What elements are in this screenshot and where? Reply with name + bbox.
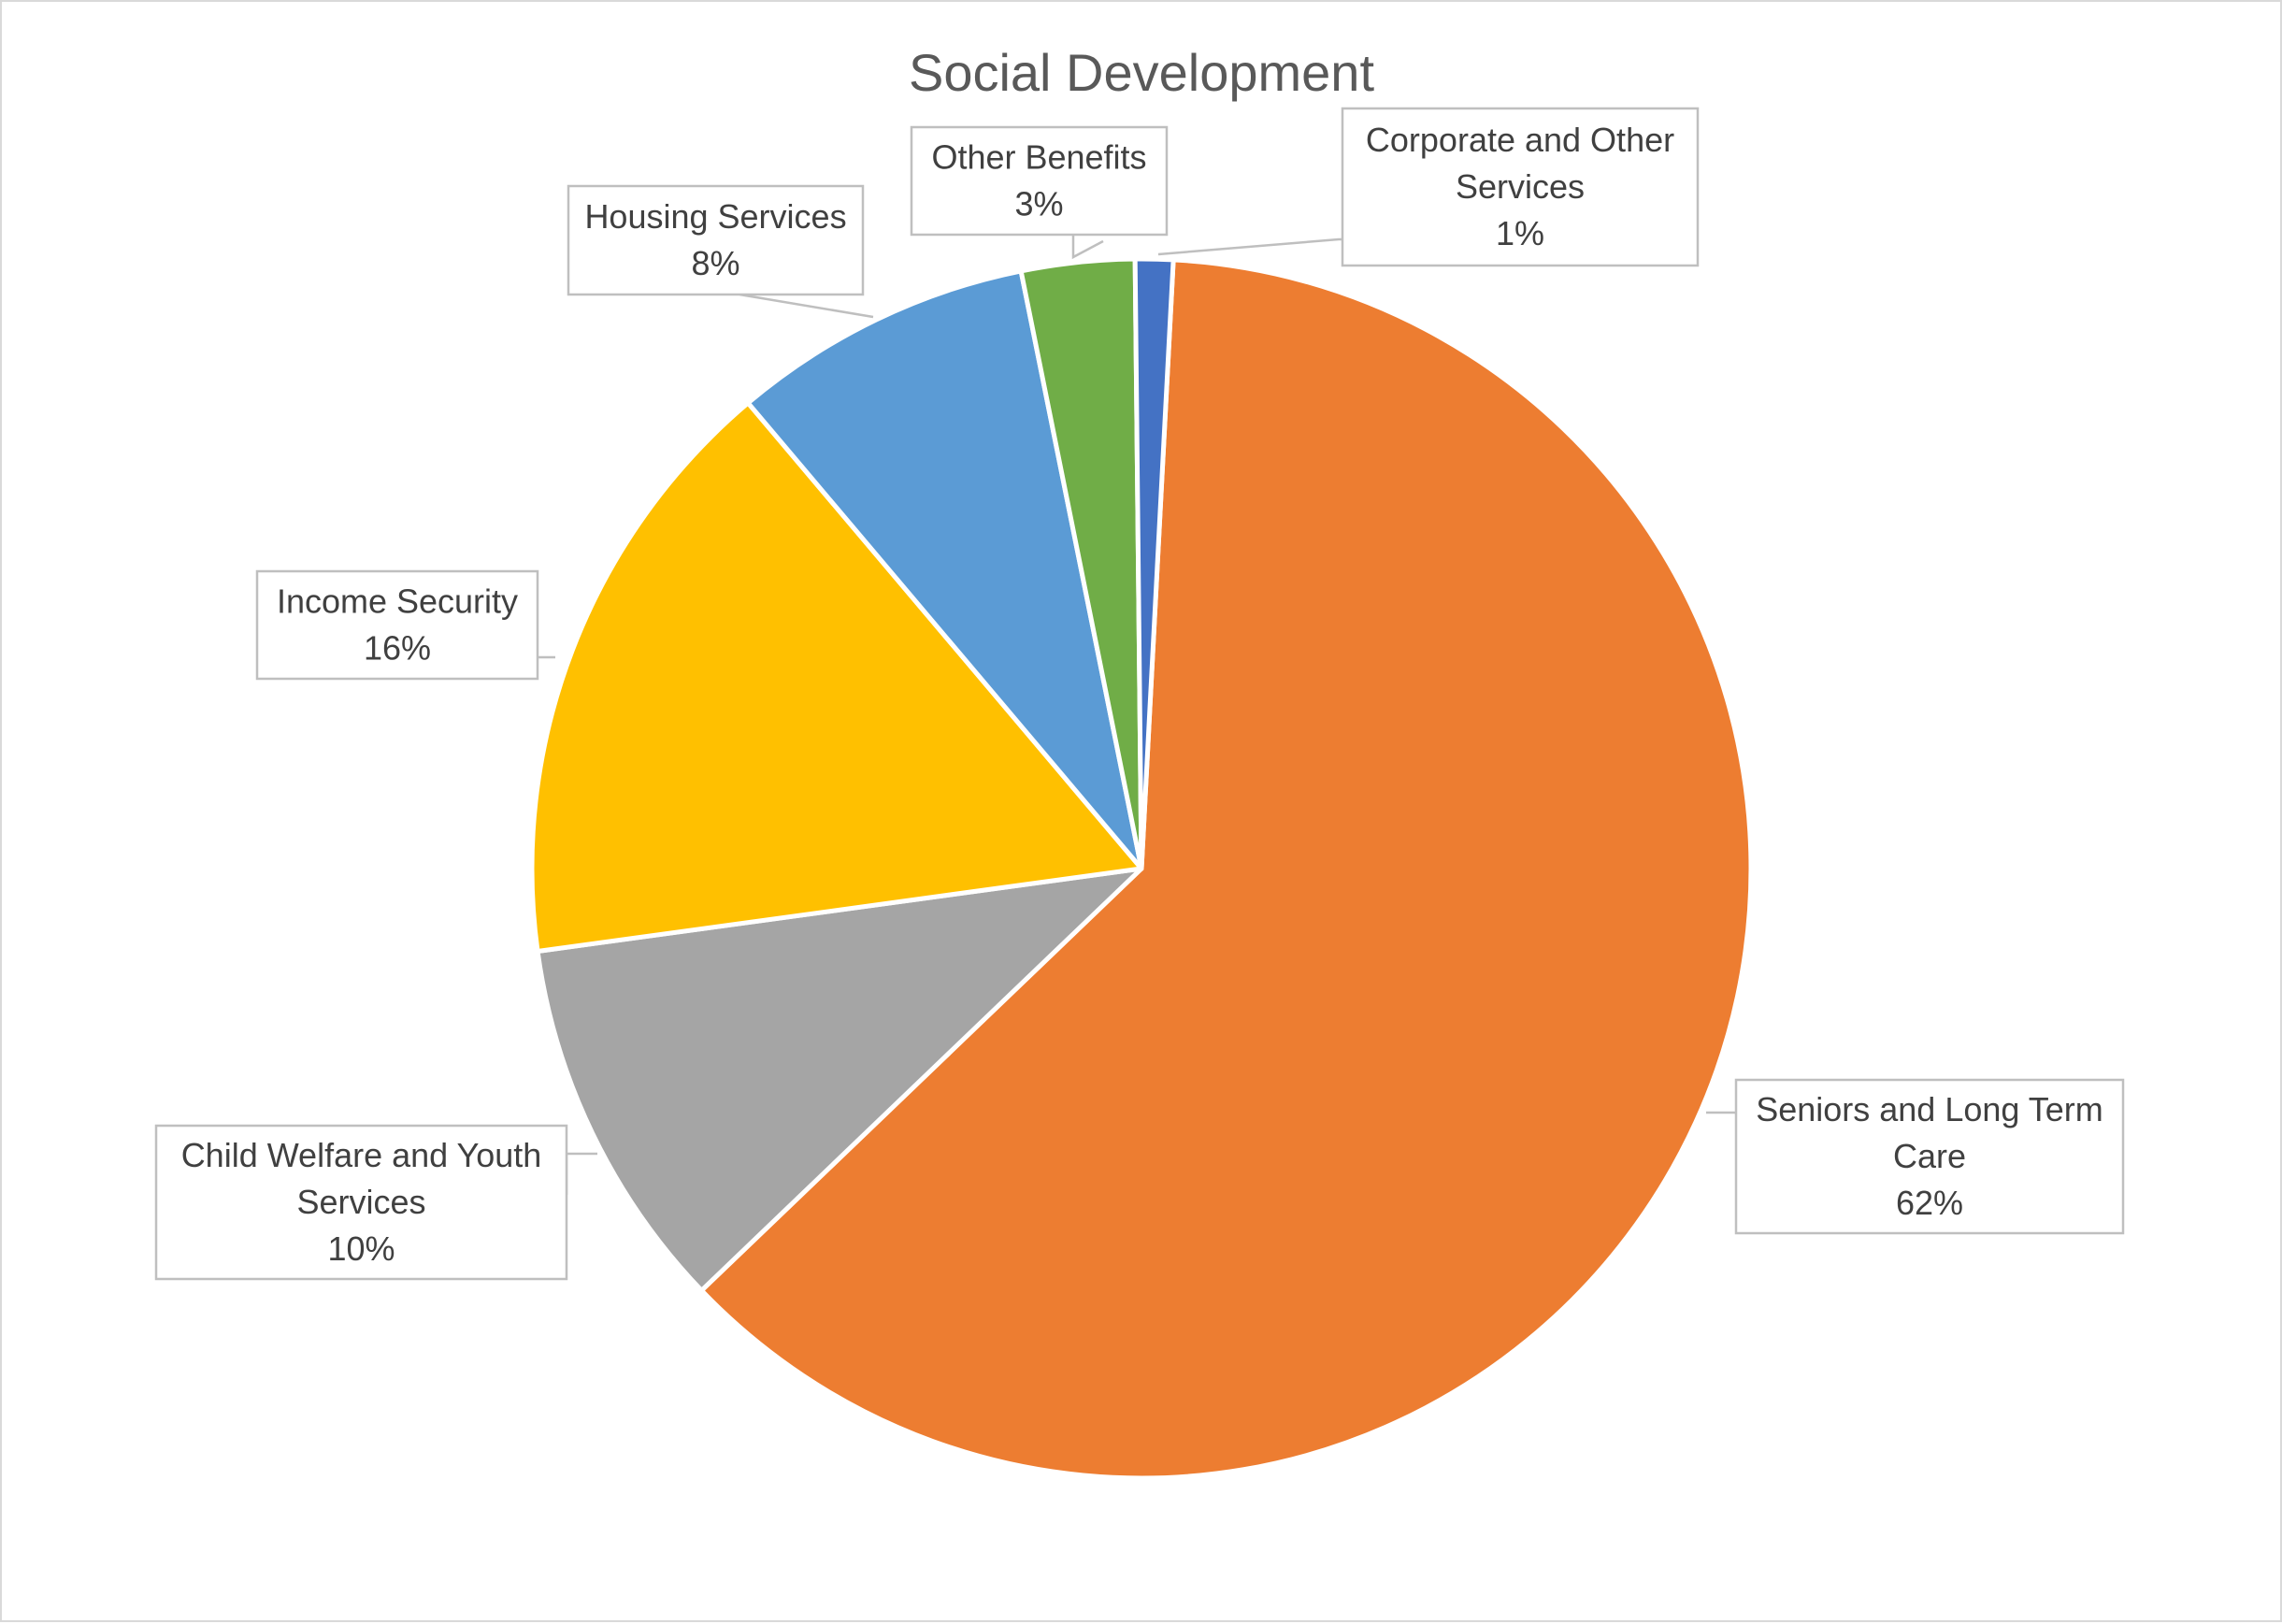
data-label-category: Services: [1456, 167, 1585, 206]
data-label-category: Income Security: [277, 582, 518, 621]
data-label-category: Seniors and Long Term: [1756, 1090, 2103, 1128]
callout-box: [1734, 1078, 2125, 1235]
callout-box: [255, 569, 539, 681]
data-label-percent: 62%: [1896, 1184, 1963, 1222]
callout-income-security: Income Security 16%: [255, 569, 539, 681]
pie-slice-seniors-and-long-term-care: [698, 257, 1754, 1481]
callout-housing-services: Housing Services 8%: [567, 184, 865, 296]
callout-labels: Seniors and Long Term Care 62% Child Welfar…: [154, 107, 2125, 1281]
callout-box: [910, 125, 1169, 237]
callout-other-benefits: Other Benefits 3%: [910, 125, 1169, 237]
leader-line: [739, 293, 874, 319]
pie-slice-income-security: [529, 400, 1144, 954]
leader-line: [565, 1152, 597, 1195]
callout-child-welfare-and-youth-services: Child Welfare and Youth Services 10%: [154, 1124, 568, 1281]
callout-box: [567, 184, 865, 296]
data-label-percent: 3%: [1014, 185, 1063, 223]
data-label-category: Other Benefits: [931, 138, 1146, 177]
data-label-category: Housing Services: [584, 197, 846, 236]
data-label-category: Corporate and Other: [1366, 121, 1674, 159]
leader-line: [1157, 237, 1342, 256]
data-label-percent: 16%: [364, 629, 431, 668]
callout-seniors-and-long-term-care: Seniors and Long Term Care 62%: [1734, 1078, 2125, 1235]
data-label-category: Care: [1893, 1137, 1966, 1175]
chart-title: Social Development: [909, 43, 1374, 102]
callout-box: [154, 1124, 568, 1281]
data-label-category: Services: [296, 1183, 425, 1221]
leader-line: [1071, 235, 1104, 260]
pie-slice-corporate-and-other-services: [1132, 256, 1176, 871]
pie-slice-child-welfare-and-youth-services: [535, 866, 1144, 1293]
callout-box: [1341, 107, 1700, 267]
callout-corporate-and-other-services: Corporate and Other Services 1%: [1341, 107, 1700, 267]
data-label-category: Child Welfare and Youth: [181, 1136, 542, 1174]
data-label-percent: 8%: [691, 244, 739, 282]
data-label-percent: 10%: [327, 1229, 395, 1268]
pie-slice-housing-services: [745, 268, 1144, 871]
pie-slices: [529, 256, 1754, 1481]
data-label-percent: 1%: [1496, 214, 1544, 252]
